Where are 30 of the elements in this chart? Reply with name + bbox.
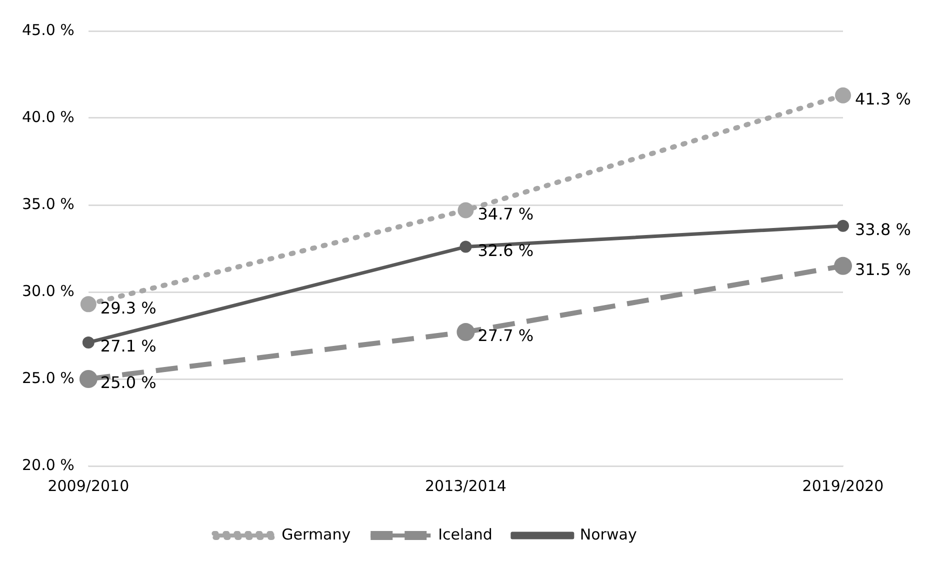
- legend-label: Germany: [282, 525, 351, 544]
- point: [458, 202, 474, 218]
- y-tick-label: 25.0 %: [22, 368, 74, 387]
- x-tick-label: 2009/2010: [48, 476, 130, 495]
- data-label: 32.6 %: [478, 240, 534, 260]
- data-label: 33.8 %: [855, 220, 911, 240]
- data-label: 29.3 %: [100, 298, 156, 318]
- point: [79, 370, 98, 388]
- y-tick-label: 40.0 %: [22, 108, 74, 126]
- y-tick-label: 20.0 %: [22, 456, 74, 474]
- legend-label: Iceland: [438, 525, 492, 544]
- point: [460, 240, 472, 253]
- point: [456, 323, 475, 342]
- point: [834, 256, 852, 275]
- y-tick-label: 30.0 %: [22, 282, 74, 300]
- data-label: 27.1 %: [100, 336, 156, 356]
- data-label: 31.5 %: [855, 260, 911, 280]
- y-tick-label: 45.0 %: [22, 20, 74, 39]
- data-label: 25.0 %: [100, 373, 156, 392]
- legend-label: Norway: [580, 525, 637, 544]
- x-tick-label: 2019/2020: [802, 476, 884, 495]
- point: [837, 220, 849, 232]
- point: [82, 336, 94, 348]
- data-label: 27.7 %: [478, 326, 534, 346]
- point: [835, 87, 851, 104]
- y-tick-label: 35.0 %: [22, 194, 74, 213]
- data-label: 34.7 %: [478, 204, 534, 224]
- data-label: 41.3 %: [855, 90, 911, 109]
- point: [80, 296, 96, 312]
- x-tick-label: 2013/2014: [425, 476, 506, 495]
